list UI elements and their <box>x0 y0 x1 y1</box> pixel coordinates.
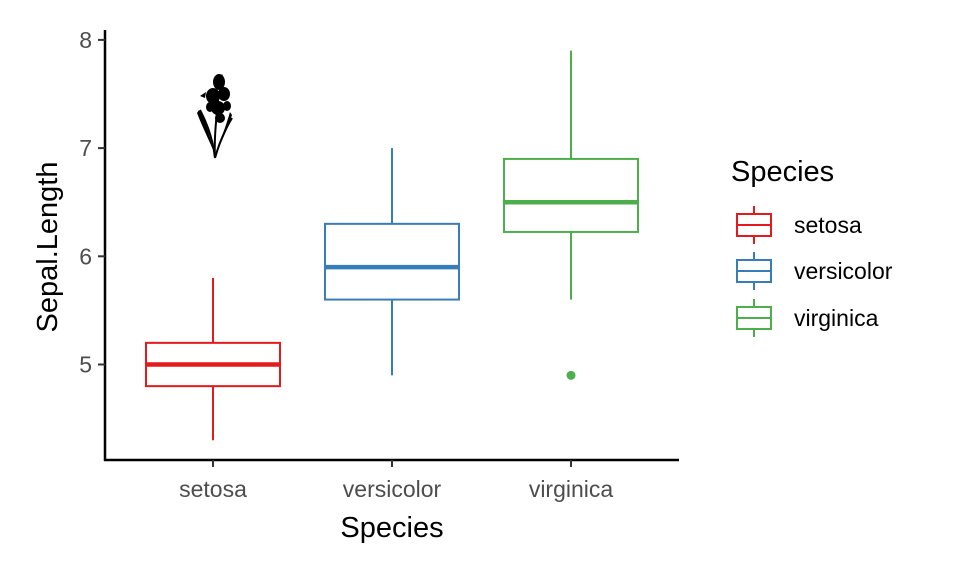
legend-item-versicolor: versicolor <box>736 252 893 290</box>
y-axis-title: Sepal.Length <box>32 162 64 333</box>
iqr-box-versicolor <box>324 222 460 301</box>
iris-flower-icon <box>197 74 233 159</box>
x-tick-label: setosa <box>179 476 247 502</box>
y-tick-label: 6 <box>79 243 92 269</box>
box-versicolor <box>324 148 460 376</box>
y-tick-label: 7 <box>79 135 92 161</box>
legend-label: virginica <box>794 305 879 331</box>
legend-title: Species <box>731 156 834 188</box>
legend-label: versicolor <box>794 258 893 284</box>
y-tick-label: 5 <box>79 352 92 378</box>
outlier-point-virginica <box>566 370 576 380</box>
box-setosa <box>145 277 281 441</box>
legend-item-setosa: setosa <box>736 206 862 244</box>
x-tick-label: virginica <box>529 476 614 502</box>
iqr-box-virginica <box>503 157 639 233</box>
plot-area <box>145 50 639 441</box>
x-axis-title: Species <box>340 512 443 544</box>
box-virginica <box>503 50 639 380</box>
x-tick-label: versicolor <box>343 476 442 502</box>
y-tick-label: 8 <box>79 27 92 53</box>
legend-item-virginica: virginica <box>736 299 879 337</box>
axes: 5 6 7 8 setosa versicolor virginica <box>79 27 679 502</box>
legend-label: setosa <box>794 212 862 238</box>
legend: Species setosa versicolor virginica <box>731 156 893 337</box>
